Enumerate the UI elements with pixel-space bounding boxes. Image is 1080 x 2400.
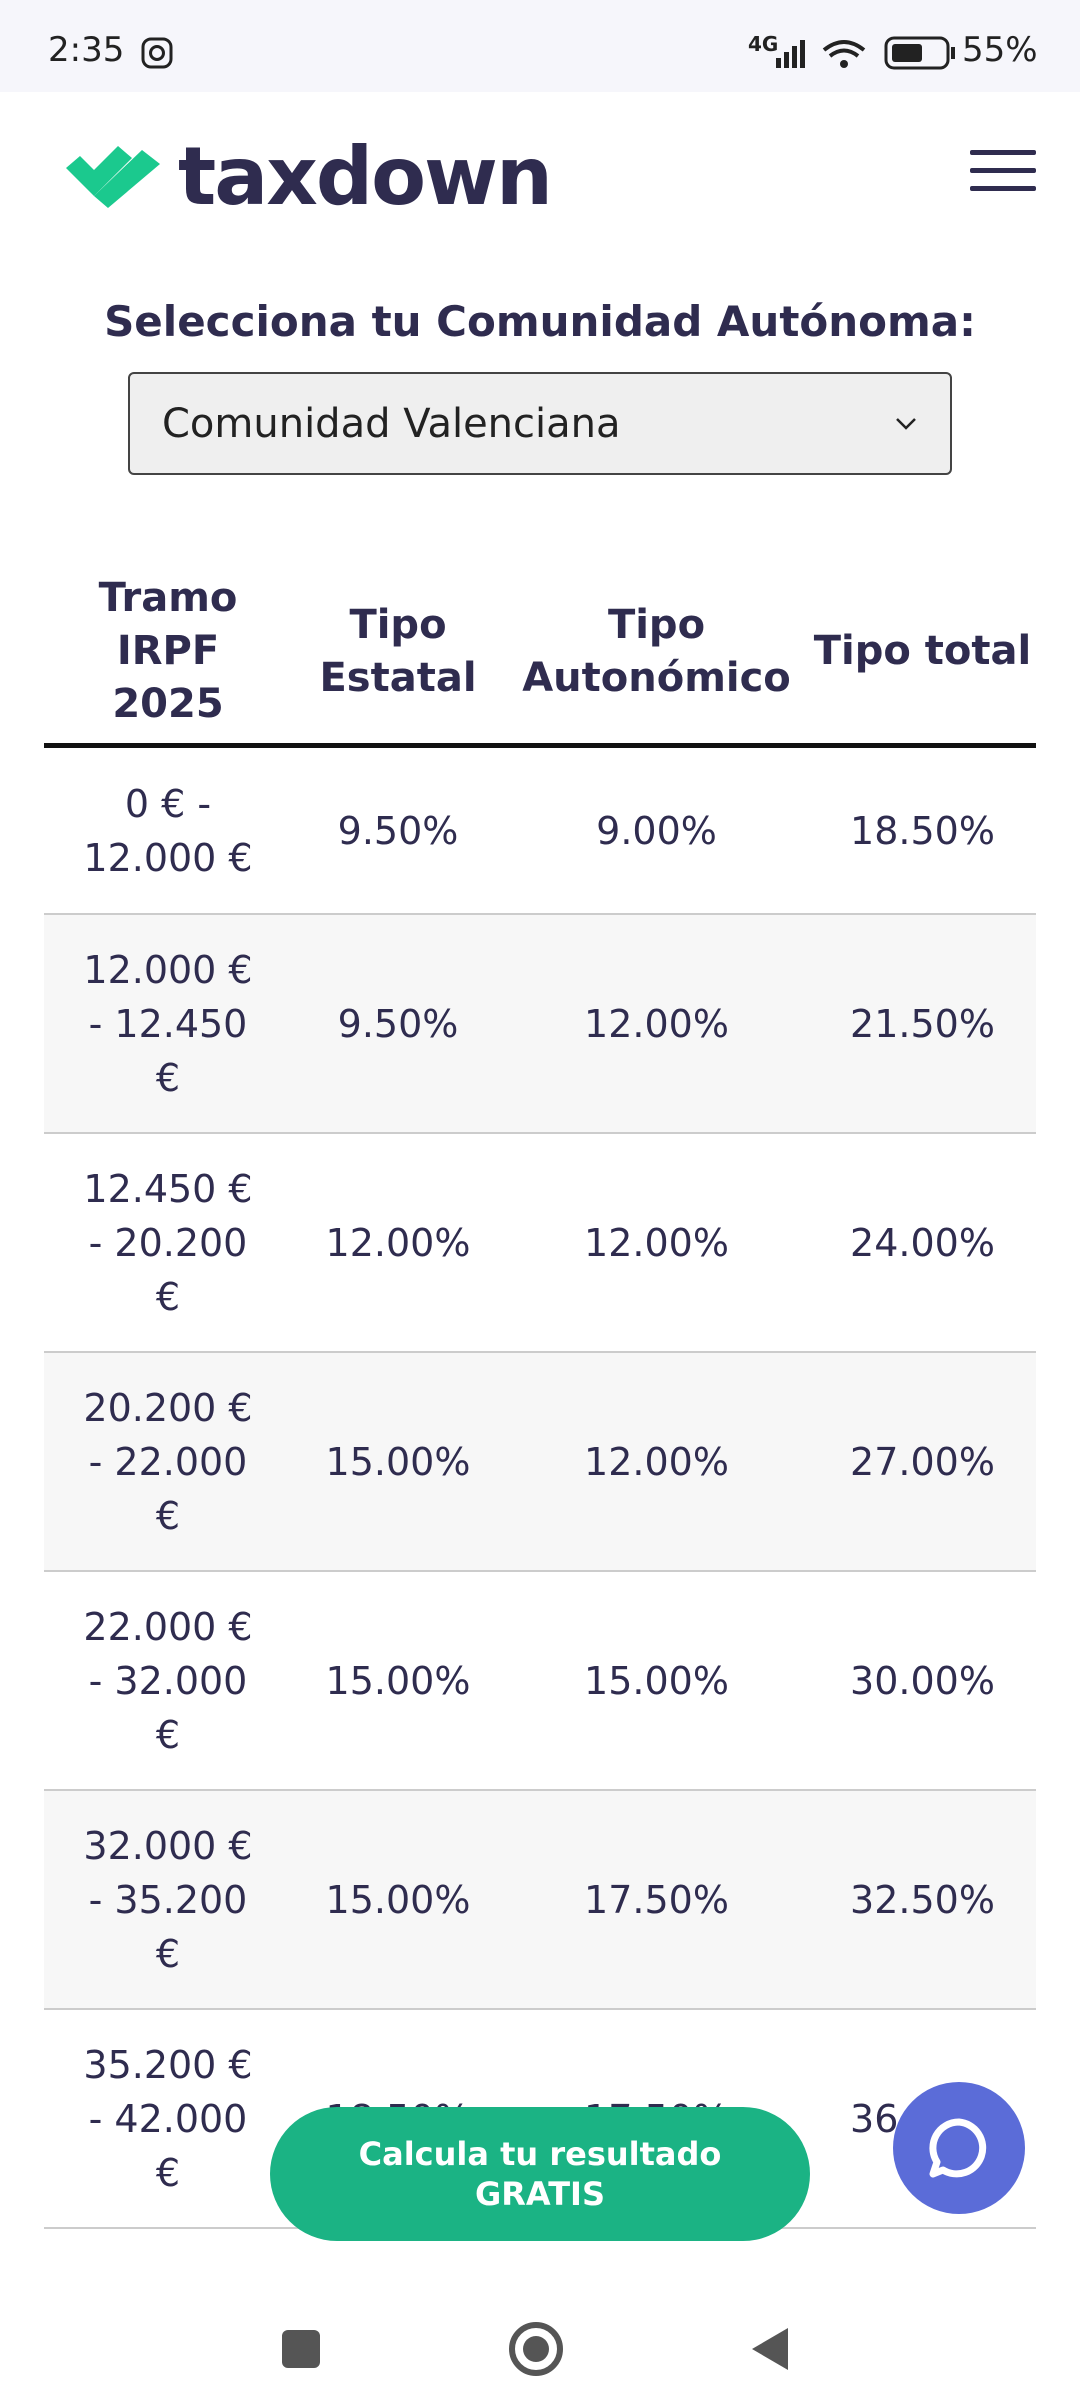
rate-cell: 21.50% [850,1001,995,1046]
network-type: 4G [748,32,779,56]
status-bar: 2:35 4G 55% [0,0,1080,92]
chat-button[interactable] [893,2082,1025,2214]
rate-cell: 15.00% [325,1658,471,1703]
home-button[interactable] [509,2322,563,2376]
cta-button[interactable]: Calcula tu resultado GRATIS [270,2107,810,2241]
table-row: 12.000 € - 12.450 € 9.50% 12.00% 21.50% [44,915,1036,1134]
rate-cell: 9.50% [337,808,459,853]
battery-level: 55% [962,30,1038,70]
bracket-cell: 32.000 € - 35.200 € [83,1823,253,1976]
rate-cell: 12.00% [584,1220,729,1265]
instagram-icon [141,37,173,69]
dropdown-arrow [896,417,916,430]
selector-label: Selecciona tu Comunidad Autónoma: [104,297,976,346]
table-row: 22.000 € - 32.000 € 15.00% 15.00% 30.00% [44,1572,1036,1791]
rate-cell: 12.00% [584,1001,729,1046]
table-row: 0 € - 12.000 € 9.50% 9.00% 18.50% [44,748,1036,915]
rate-cell: 12.00% [325,1220,471,1265]
logo-text: taxdown [178,130,553,223]
battery-icon [884,36,955,70]
table-row: 32.000 € - 35.200 € 15.00% 17.50% 32.50% [44,1791,1036,2010]
clock: 2:35 [48,30,125,70]
rate-cell: 9.00% [596,808,717,853]
table-header: Tramo IRPF 2025 Tipo Estatal Tipo Autonómi… [44,560,1036,748]
back-button[interactable] [752,2328,788,2370]
rate-cell: 18.50% [850,808,995,853]
selected-region: Comunidad Valenciana [162,400,621,447]
bracket-cell: 12.450 € - 20.200 € [83,1166,253,1319]
rate-cell: 24.00% [850,1220,995,1265]
recents-button[interactable] [282,2330,320,2368]
column-header: Tramo IRPF 2025 [98,575,238,727]
menu-button[interactable] [970,150,1036,191]
table-row: 12.450 € - 20.200 € 12.00% 12.00% 24.00% [44,1134,1036,1353]
column-header: Tipo total [813,628,1032,674]
rate-cell: 32.50% [850,1877,995,1922]
column-header: Tipo Estatal [319,601,477,701]
nav-buttons [282,2322,788,2376]
signal-icons [776,40,866,68]
rate-cell: 9.50% [337,1001,459,1046]
rate-cell: 27.00% [850,1439,995,1484]
rate-cell: 15.00% [325,1439,471,1484]
web-content: taxdown Selecciona tu Comunidad Autónoma… [0,92,1080,2268]
rate-cell: 17.50% [584,1877,729,1922]
bracket-cell: 0 € - 12.000 € [83,781,253,880]
rate-cell: 15.00% [584,1658,729,1703]
bracket-cell: 35.200 € - 42.000 € [83,2042,253,2195]
table-row: 20.200 € - 22.000 € 15.00% 12.00% 27.00% [44,1353,1036,1572]
rate-cell: 30.00% [850,1658,995,1703]
region-select[interactable]: Comunidad Valenciana [128,372,952,475]
rate-cell: 15.00% [325,1877,471,1922]
bracket-cell: 12.000 € - 12.450 € [83,947,253,1100]
logo-mark [66,145,160,208]
bracket-cell: 22.000 € - 32.000 € [83,1604,253,1757]
logo[interactable]: taxdown [66,130,553,223]
tax-table: Tramo IRPF 2025 Tipo Estatal Tipo Autonómi… [44,560,1036,2229]
chat-icon [929,2118,987,2178]
rate-cell: 12.00% [584,1439,729,1484]
column-header: Tipo Autonómico [522,601,791,701]
bracket-cell: 20.200 € - 22.000 € [83,1385,253,1538]
navigation-bar [0,2268,1080,2400]
